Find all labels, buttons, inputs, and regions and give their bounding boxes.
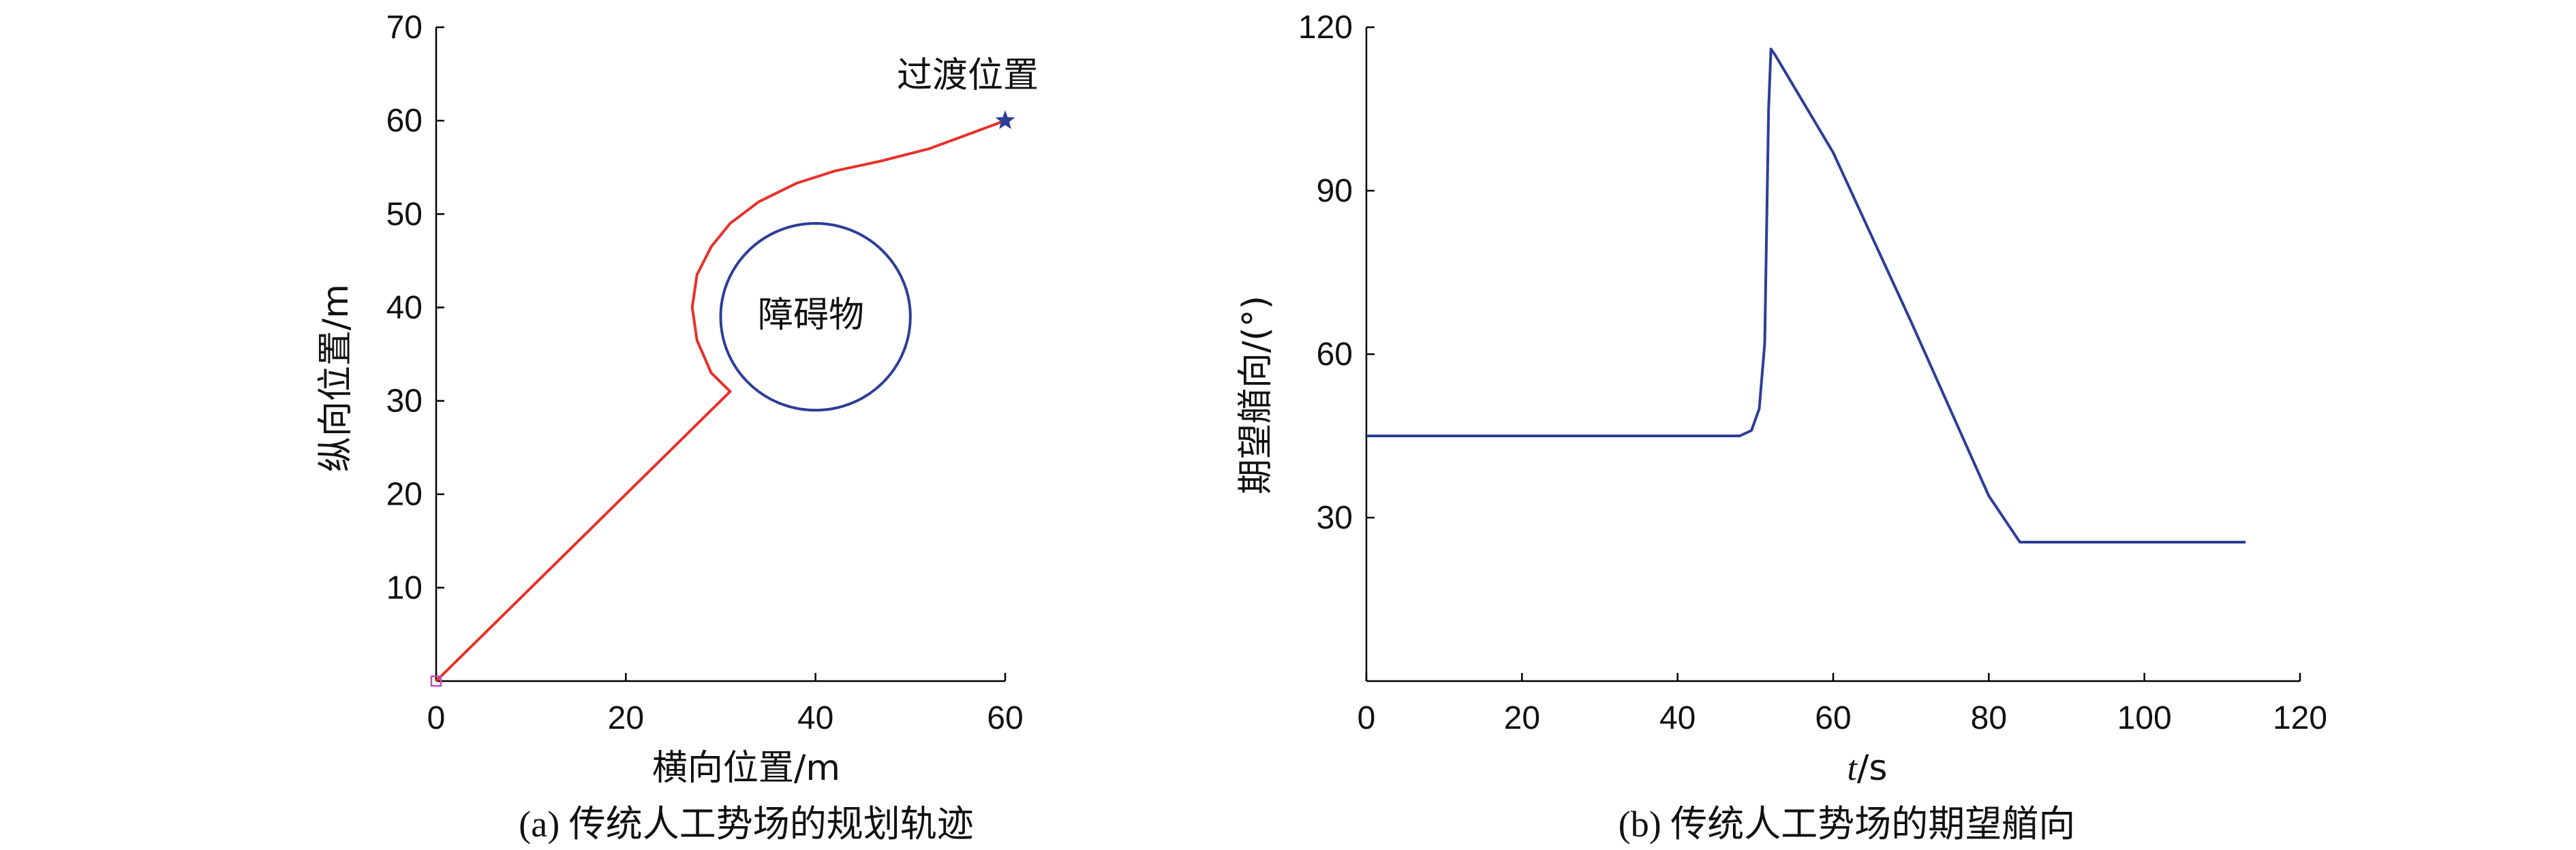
obstacle-circle xyxy=(719,222,912,412)
x-tick-label: 120 xyxy=(2273,700,2327,736)
y-tick-label: 40 xyxy=(386,289,423,326)
y-tick-label: 20 xyxy=(386,477,423,513)
x-tick-label: 40 xyxy=(797,700,833,736)
x-axis-label-a: 横向位置/m xyxy=(652,748,840,789)
y-axis-label-a: 纵向位置/m xyxy=(316,284,356,472)
x-tick-label: 40 xyxy=(1659,700,1696,736)
x-tick-label: 20 xyxy=(608,700,644,736)
y-axis-label-b: 期望艏向/(°) xyxy=(1236,296,1276,494)
trajectory-chart: 0 20 40 60 10 20 30 40 50 60 70 横向位置/m 纵向位置/m (a) … xyxy=(316,10,1039,845)
y-tick-label: 50 xyxy=(386,196,423,232)
x-axis-label-b: t/s xyxy=(1847,748,1887,789)
x-tick-label: 0 xyxy=(427,700,446,736)
y-tick-label: 10 xyxy=(386,570,423,606)
heading-chart: 0 20 40 60 80 100 120 30 60 90 120 t/s 期望艏向/(°) (b… xyxy=(1236,10,2327,845)
y-tick-label: 60 xyxy=(1317,336,1353,373)
x-tick-label: 60 xyxy=(987,700,1023,736)
obstacle-label: 障碍物 xyxy=(758,295,864,336)
heading-line xyxy=(1366,48,2246,544)
x-tick-label: 20 xyxy=(1504,700,1540,736)
y-tick-label: 120 xyxy=(1298,10,1353,46)
x-tick-label: 0 xyxy=(1358,700,1376,736)
x-tick-label: 100 xyxy=(2117,700,2172,736)
y-tick-label: 30 xyxy=(1317,500,1353,536)
y-tick-label: 60 xyxy=(386,103,423,139)
transition-point-label: 过渡位置 xyxy=(897,55,1039,96)
trajectory-line xyxy=(435,119,1006,682)
y-tick-label: 30 xyxy=(386,383,423,420)
x-tick-label: 60 xyxy=(1815,700,1851,736)
caption-a: (a) 传统人工势场的规划轨迹 xyxy=(519,804,973,845)
y-tick-label: 70 xyxy=(386,10,423,46)
start-marker xyxy=(430,675,442,687)
x-tick-label: 80 xyxy=(1971,700,2007,736)
y-tick-label: 90 xyxy=(1317,173,1353,209)
transition-star-marker xyxy=(995,110,1015,129)
caption-b: (b) 传统人工势场的期望艏向 xyxy=(1619,804,2075,845)
